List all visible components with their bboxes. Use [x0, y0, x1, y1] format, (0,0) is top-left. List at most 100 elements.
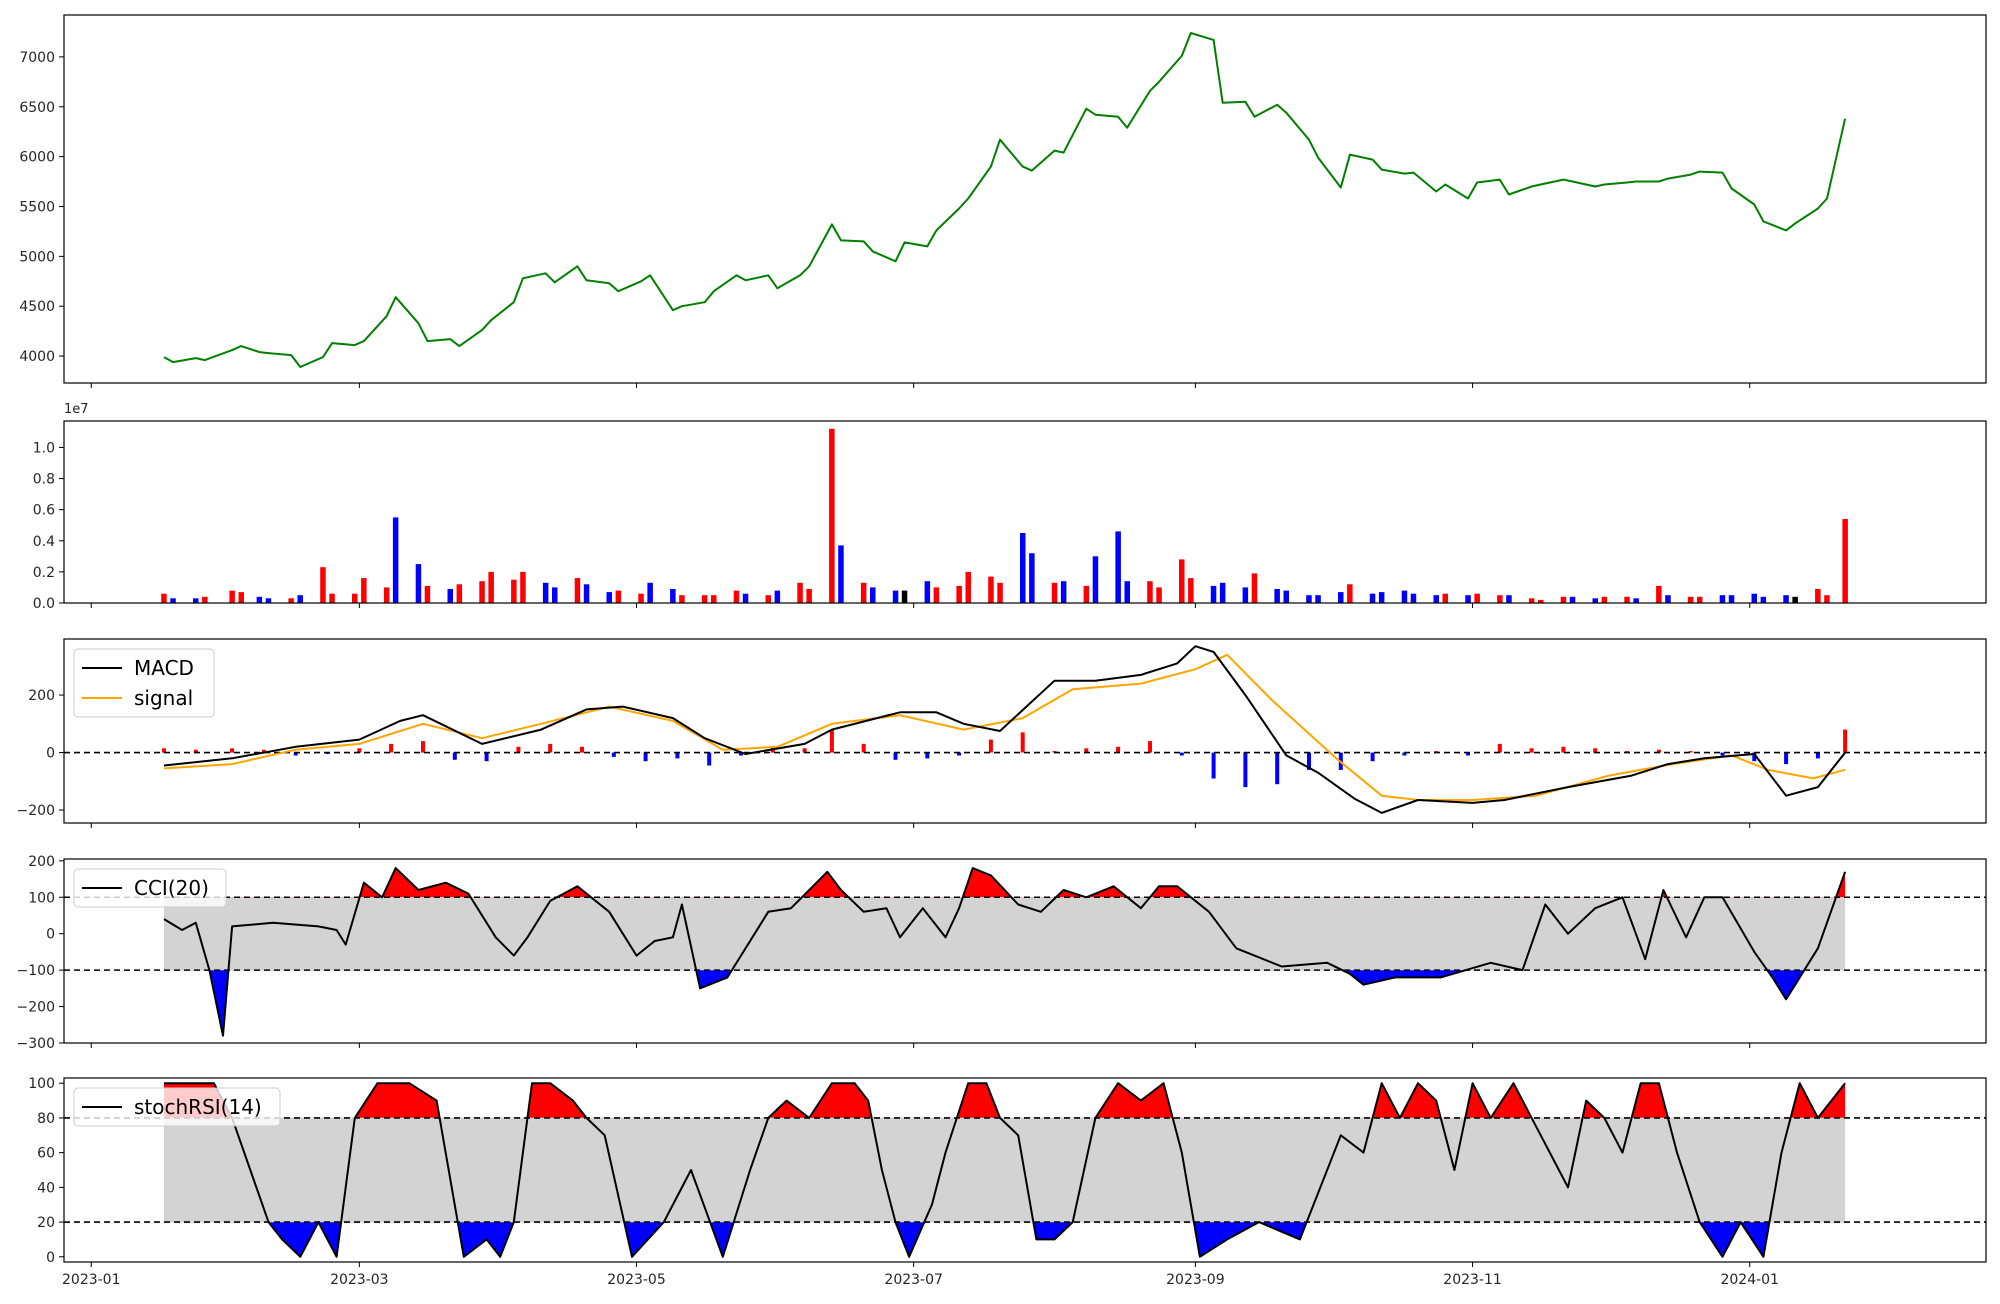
macd-histogram-bar	[1720, 752, 1725, 756]
volume-bar	[1719, 595, 1726, 603]
volume-bar	[1283, 590, 1289, 603]
macd-histogram-bar	[452, 752, 457, 760]
macd-histogram-bar	[861, 743, 866, 753]
volume-bar	[1210, 585, 1217, 603]
volume-bar	[606, 592, 612, 603]
oversold-fill	[164, 1222, 1846, 1257]
y-tick-label: 4000	[19, 349, 55, 365]
stochrsi-panel: 0 20 40 60 80 100 2023-01 2023-03 2023-05 2023-07…	[28, 1076, 1987, 1288]
legend-label: signal	[134, 686, 193, 710]
volume-bar	[424, 585, 431, 603]
macd-histogram-bar	[1656, 749, 1661, 753]
legend-box	[73, 1087, 281, 1127]
volume-bar	[1633, 598, 1639, 603]
volume-bar	[1624, 596, 1630, 603]
indicator-line	[163, 867, 1847, 1037]
volume-bar	[1506, 595, 1512, 603]
volume-bar	[256, 596, 263, 603]
neutral-band	[163, 897, 1846, 971]
y-tick-label: 80	[37, 1111, 55, 1127]
macd-histogram-bar	[484, 752, 489, 762]
plot-frame	[63, 858, 1987, 1044]
volume-bar	[892, 590, 899, 603]
volume-bar	[1842, 519, 1848, 603]
legend-label: stochRSI(14)	[134, 1095, 262, 1119]
macd-histogram-bar	[580, 746, 584, 753]
volume-bar	[924, 581, 931, 603]
volume-bar	[1188, 578, 1194, 603]
macd-histogram-bar	[162, 748, 166, 753]
y-tick-label: −200	[17, 803, 55, 819]
volume-bar	[447, 589, 453, 603]
volume-bar	[1569, 596, 1576, 603]
volume-bar	[1179, 559, 1185, 603]
macd-histogram-bar	[1020, 732, 1025, 753]
x-tick-label: 2023-07	[884, 1272, 943, 1288]
macd-histogram-bar	[1084, 748, 1089, 753]
volume-bar	[361, 578, 367, 603]
volume-bar	[615, 590, 622, 603]
volume-bar	[1687, 596, 1694, 603]
macd-histogram-bar	[1529, 748, 1534, 753]
macd-histogram-bar	[516, 746, 521, 753]
volume-bar	[1029, 553, 1035, 603]
volume-bar	[1347, 584, 1353, 603]
volume-bar	[988, 576, 994, 603]
volume-bar	[488, 571, 494, 603]
legend-label: MACD	[134, 656, 194, 680]
volume-bar	[1115, 531, 1121, 603]
x-tick-label: 2023-03	[330, 1272, 389, 1288]
volume-bar	[456, 584, 463, 603]
macd-histogram-bar	[925, 752, 930, 759]
x-tick-label: 2023-09	[1166, 1272, 1225, 1288]
y-tick-label: 100	[28, 890, 55, 906]
macd-histogram-bar	[389, 743, 394, 753]
macd-histogram-bar	[1116, 746, 1121, 753]
y-tick-label: 0	[46, 927, 55, 943]
volume-bar	[329, 593, 335, 603]
macd-line	[163, 645, 1846, 814]
volume-bar	[956, 585, 962, 603]
volume-bar	[1156, 587, 1162, 603]
macd-histogram-bar	[1275, 752, 1280, 785]
volume-bar	[1497, 595, 1503, 603]
volume-bar	[583, 584, 590, 603]
macd-histogram-bar	[548, 743, 553, 753]
plot-area	[64, 867, 1986, 1037]
y-tick-label: −100	[17, 963, 55, 979]
plot-frame	[63, 1077, 1987, 1263]
legend-box	[73, 648, 215, 718]
macd-histogram-bar	[1815, 752, 1820, 759]
macd-histogram-bar	[1148, 741, 1152, 753]
volume-bar	[1824, 595, 1830, 603]
macd-histogram-bar	[1243, 752, 1248, 788]
macd-histogram-bar	[293, 752, 298, 756]
volume-bar	[1538, 599, 1544, 603]
volume-bar	[1728, 595, 1735, 603]
volume-bar	[574, 578, 581, 603]
volume-bar	[352, 593, 358, 603]
volume-bar	[711, 595, 717, 603]
y-tick-label: 0.0	[33, 596, 55, 612]
volume-bar	[1306, 595, 1312, 603]
volume-bar	[1783, 595, 1789, 603]
volume-bar	[1378, 592, 1385, 603]
macd-histogram-bar	[193, 749, 198, 753]
volume-bar	[742, 593, 749, 603]
y-tick-label: 6500	[19, 100, 55, 116]
volume-bar	[265, 598, 272, 603]
macd-histogram-bar	[357, 748, 362, 753]
y-tick-label: 0.8	[33, 472, 55, 488]
macd-histogram-bar	[893, 752, 898, 760]
volume-bar	[238, 592, 244, 603]
y-tick-label: 0	[46, 1250, 55, 1266]
x-tick-label: 2023-01	[62, 1272, 121, 1288]
volume-bar	[383, 587, 390, 603]
volume-bar	[965, 571, 971, 603]
macd-histogram-bar	[829, 729, 834, 753]
y-tick-label: 1.0	[33, 440, 55, 456]
y-tick-label: −200	[17, 1000, 55, 1016]
price-panel: 4000 4500 5000 5500 6000 6500 7000	[19, 14, 1987, 388]
